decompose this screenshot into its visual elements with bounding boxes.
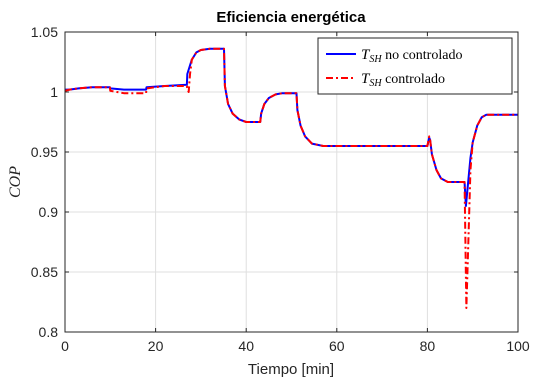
x-tick-label: 0 <box>61 338 69 354</box>
y-tick-label: 0.9 <box>39 204 59 220</box>
x-tick-label: 60 <box>329 338 345 354</box>
axes-frame <box>64 31 519 333</box>
x-tick-label: 20 <box>148 338 164 354</box>
legend-box <box>317 37 513 95</box>
y-tick-label: 0.85 <box>31 264 58 280</box>
x-axis-title: Tiempo [min] <box>248 361 334 378</box>
legend-label-1: TSH controlado <box>361 71 445 89</box>
y-tick-label: 1 <box>50 84 58 100</box>
series-lines <box>64 47 518 309</box>
series-line-1 <box>64 47 518 309</box>
x-tick-label: 80 <box>420 338 436 354</box>
chart-title: Eficiencia energética <box>216 9 366 26</box>
axis-ticks: 0 20 40 60 80 100 0.8 0.85 0.9 0.95 1 1.05 <box>31 24 530 354</box>
x-tick-label: 100 <box>506 338 530 354</box>
legend-label-0: TSH no controlado <box>361 47 462 65</box>
y-axis-title: COP <box>7 166 24 198</box>
y-tick-label: 0.95 <box>31 144 58 160</box>
legend: TSH no controlado TSH controlado <box>317 37 513 95</box>
y-tick-label: 0.8 <box>39 324 59 340</box>
y-tick-label: 1.05 <box>31 24 58 40</box>
x-tick-label: 40 <box>238 338 254 354</box>
